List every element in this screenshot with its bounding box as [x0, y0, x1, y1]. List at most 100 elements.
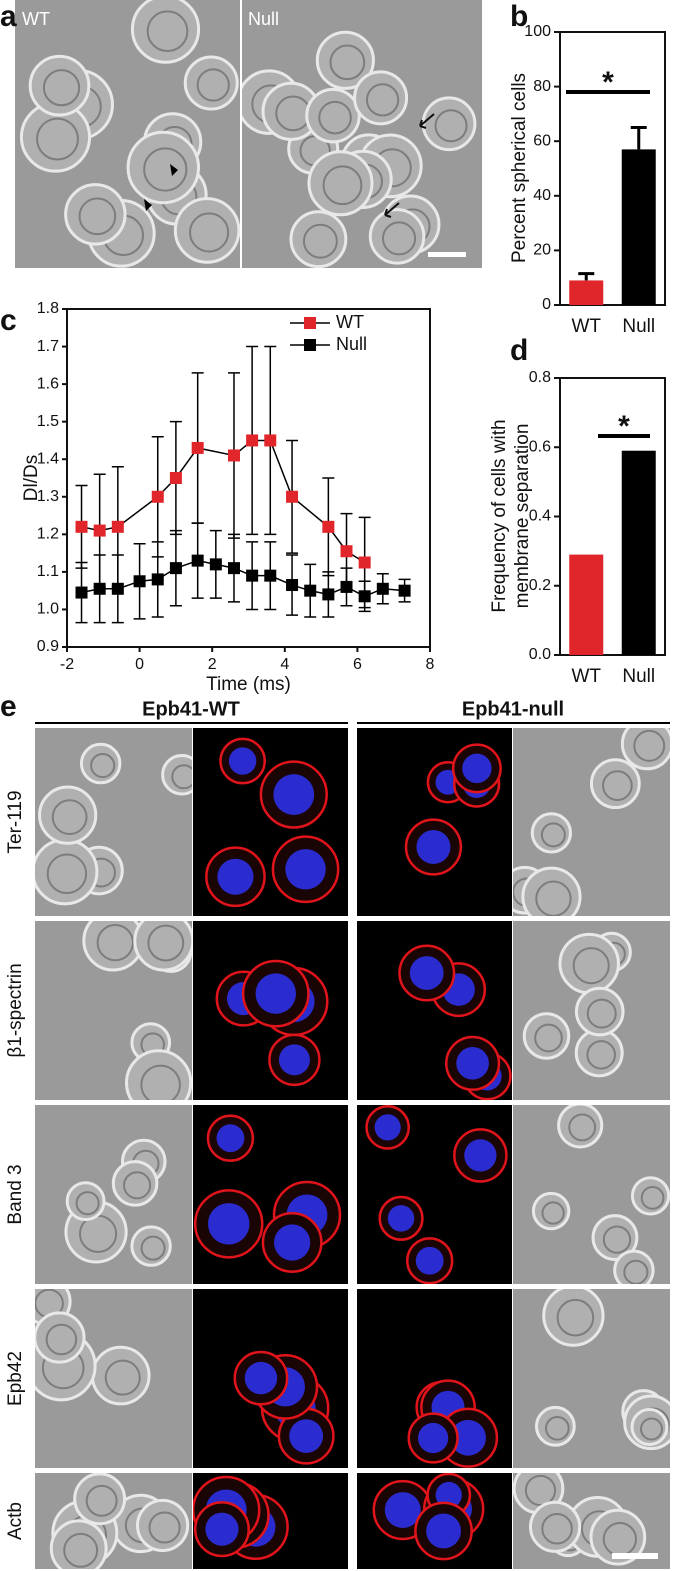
- cell-shadow: [586, 1040, 616, 1070]
- marker: [358, 590, 371, 603]
- y-tick-label: 0: [542, 296, 551, 313]
- bar: [621, 149, 656, 305]
- x-tick-label: Null: [622, 316, 655, 337]
- cell-shadow: [572, 947, 610, 985]
- arrowhead: [144, 199, 152, 211]
- cell-shadow: [46, 853, 88, 895]
- x-tick-label: WT: [571, 666, 601, 687]
- series-line: [81, 439, 366, 564]
- cell-shadow: [90, 752, 116, 779]
- cell: [28, 54, 91, 117]
- marker: [264, 434, 277, 447]
- cell-shadow: [196, 68, 230, 102]
- nucleus: [217, 858, 254, 895]
- marker: [340, 545, 353, 558]
- nucleus: [374, 1114, 401, 1141]
- cell-shadow: [633, 729, 666, 762]
- cell-shadow: [147, 924, 185, 962]
- marker: [75, 520, 88, 533]
- nucleus: [228, 747, 257, 775]
- cell-shadow: [586, 998, 617, 1029]
- marker: [133, 575, 146, 588]
- nucleus: [435, 1481, 462, 1509]
- scale-bar: [428, 252, 466, 257]
- bar: [569, 554, 604, 655]
- marker: [398, 584, 411, 597]
- y-tick-label: 1.7: [37, 338, 59, 355]
- cell-shadow: [140, 1064, 181, 1100]
- y-tick-label: 1.8: [37, 300, 59, 317]
- y-tick-label: 60: [533, 132, 551, 149]
- marker: [111, 520, 124, 533]
- y-tick-label: 100: [524, 23, 551, 40]
- y-tick-label: 0.6: [529, 438, 551, 455]
- bar: [569, 280, 604, 305]
- cell-shadow: [535, 880, 572, 916]
- cell-shadow: [568, 1113, 597, 1142]
- marker: [227, 449, 240, 462]
- y-tick-label: 0.0: [529, 646, 551, 663]
- marker: [191, 554, 204, 567]
- cell-shadow: [434, 109, 468, 143]
- nucleus: [285, 849, 326, 890]
- row-label: Band 3: [5, 1164, 26, 1224]
- nucleus: [273, 774, 315, 815]
- y-tick-label: 1.3: [37, 488, 59, 505]
- row-label: β1-spectrin: [5, 963, 26, 1057]
- y-tick-label: 0.2: [529, 577, 551, 594]
- cell-shadow: [146, 10, 189, 53]
- x-tick-label: 6: [353, 656, 362, 673]
- arrow: [384, 202, 400, 218]
- cell-shadow: [318, 100, 352, 135]
- significance: *: [602, 66, 614, 99]
- nucleus: [416, 829, 451, 864]
- marker: [151, 573, 164, 586]
- legend-marker: [304, 317, 316, 329]
- cell: [125, 1049, 192, 1100]
- cell-shadow: [534, 1023, 563, 1053]
- scale-bar: [612, 1553, 658, 1559]
- marker: [246, 434, 259, 447]
- cell-shadow: [104, 1359, 141, 1396]
- nucleus: [255, 973, 297, 1014]
- marker: [358, 556, 371, 569]
- arrowhead: [170, 164, 178, 176]
- panel-letter: d: [510, 334, 528, 367]
- y-axis-label: Dl/Ds: [21, 455, 42, 501]
- cell-shadow: [143, 147, 188, 192]
- x-tick-label: Null: [622, 666, 655, 687]
- marker: [169, 562, 182, 575]
- panel-letter: b: [510, 0, 528, 33]
- y-tick-label: 1.6: [37, 375, 59, 392]
- y-tick-label: 0.4: [529, 508, 551, 525]
- marker: [93, 582, 106, 595]
- y-axis-label: Percent spherical cells: [509, 73, 530, 263]
- cell-shadow: [36, 117, 79, 161]
- y-axis-label: Frequency of cells with: [489, 419, 510, 612]
- marker: [227, 562, 240, 575]
- nucleus: [426, 1513, 461, 1549]
- nucleus: [464, 1139, 497, 1172]
- row-label: Epb42: [5, 1351, 26, 1406]
- x-tick-label: 8: [426, 656, 435, 673]
- x-tick-label: 4: [280, 656, 289, 673]
- cell-shadow: [545, 1415, 570, 1441]
- y-tick-label: 1.1: [37, 563, 59, 580]
- cell-shadow: [75, 1191, 100, 1216]
- marker: [340, 580, 353, 593]
- cell-shadow: [63, 1532, 99, 1568]
- cell: [307, 150, 374, 217]
- cell-shadow: [302, 223, 338, 259]
- cell: [126, 130, 201, 205]
- cell: [64, 183, 127, 246]
- series-line: [81, 559, 405, 598]
- x-axis-label: Time (ms): [206, 674, 291, 695]
- micrographs: [15, 0, 670, 1569]
- cell-shadow: [556, 1298, 595, 1337]
- cell: [558, 932, 620, 995]
- arrow: [419, 113, 435, 129]
- marker: [286, 579, 299, 592]
- x-tick-label: 0: [135, 656, 144, 673]
- y-tick-label: 1.0: [37, 601, 59, 618]
- marker: [376, 582, 389, 595]
